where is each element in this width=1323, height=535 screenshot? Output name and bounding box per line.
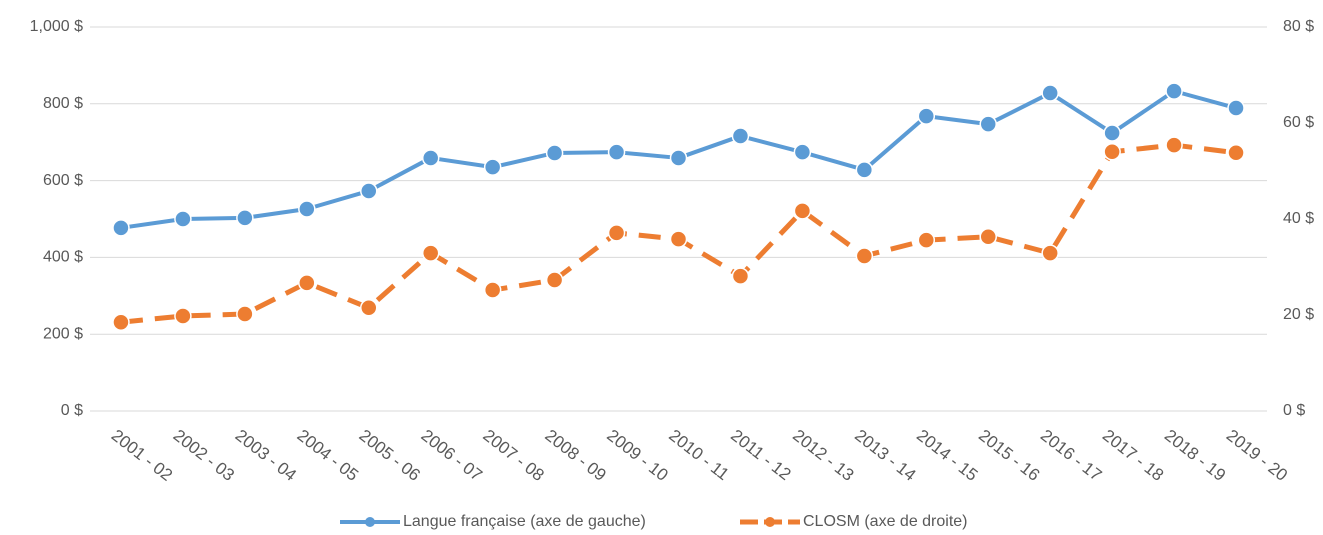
marker — [669, 230, 688, 248]
marker — [174, 307, 192, 325]
x-tick-label: 2006 - 07 — [417, 426, 485, 485]
marker — [607, 143, 626, 161]
x-tick-label: 2014 - 15 — [913, 426, 981, 485]
x-tick-label: 2004 - 05 — [294, 426, 362, 485]
x-tick-label: 2002 - 03 — [170, 426, 238, 485]
x-tick-label: 2003 - 04 — [232, 426, 300, 485]
marker — [298, 274, 316, 292]
marker — [979, 115, 997, 133]
y-tick-label: 600 $ — [43, 172, 83, 189]
legend-label: CLOSM (axe de droite) — [803, 513, 968, 530]
marker — [1103, 143, 1121, 161]
marker — [421, 244, 440, 262]
x-tick-label: 2019 - 20 — [1223, 426, 1291, 485]
marker — [360, 299, 378, 317]
x-tick-label: 2017 - 18 — [1099, 426, 1167, 485]
marker — [483, 281, 502, 299]
marker — [1165, 82, 1183, 100]
marker — [360, 182, 378, 200]
y2-tick-label: 40 $ — [1283, 210, 1314, 227]
legend-marker — [765, 517, 775, 527]
marker — [1041, 84, 1059, 102]
marker — [112, 313, 130, 331]
x-tick-label: 2009 - 10 — [603, 426, 671, 485]
marker — [236, 305, 254, 323]
x-tick-label: 2016 - 17 — [1037, 426, 1105, 485]
marker — [793, 202, 812, 220]
marker — [793, 143, 812, 161]
marker — [1227, 144, 1245, 162]
marker — [112, 219, 130, 237]
x-tick-label: 2013 - 14 — [851, 426, 919, 485]
marker — [917, 107, 936, 125]
marker — [174, 210, 192, 228]
marker — [731, 127, 750, 145]
marker — [298, 200, 316, 218]
y2-tick-label: 80 $ — [1283, 18, 1314, 35]
marker — [236, 209, 254, 227]
x-tick-label: 2008 - 09 — [541, 426, 609, 485]
marker — [1041, 244, 1059, 262]
legend-marker — [365, 517, 375, 527]
marker — [669, 149, 688, 167]
x-tick-label: 2007 - 08 — [479, 426, 547, 485]
y-tick-label: 200 $ — [43, 325, 83, 342]
marker — [731, 267, 750, 285]
x-tick-label: 2010 - 11 — [665, 426, 732, 484]
x-tick-label: 2012 - 13 — [789, 426, 857, 485]
x-tick-label: 2001 - 02 — [108, 426, 176, 485]
marker — [1103, 124, 1121, 142]
y2-tick-label: 60 $ — [1283, 114, 1314, 131]
y-tick-label: 400 $ — [43, 249, 83, 266]
legend-label: Langue française (axe de gauche) — [403, 513, 646, 530]
marker — [917, 231, 936, 249]
x-tick-label: 2011 - 12 — [727, 426, 794, 484]
x-tick-label: 2018 - 19 — [1161, 426, 1229, 485]
marker — [1227, 99, 1245, 117]
marker — [483, 158, 502, 176]
marker — [421, 149, 440, 167]
y-tick-label: 0 $ — [61, 402, 83, 419]
marker — [855, 247, 874, 265]
y-tick-label: 1,000 $ — [30, 18, 83, 35]
y-tick-label: 800 $ — [43, 95, 83, 112]
x-tick-label: 2015 - 16 — [975, 426, 1043, 485]
marker — [545, 144, 564, 162]
x-tick-label: 2005 - 06 — [356, 426, 424, 485]
y2-tick-label: 20 $ — [1283, 306, 1314, 323]
marker — [607, 224, 626, 242]
marker — [979, 228, 997, 246]
marker — [545, 271, 564, 289]
marker — [1165, 136, 1183, 154]
marker — [855, 161, 874, 179]
y2-tick-label: 0 $ — [1283, 402, 1305, 419]
